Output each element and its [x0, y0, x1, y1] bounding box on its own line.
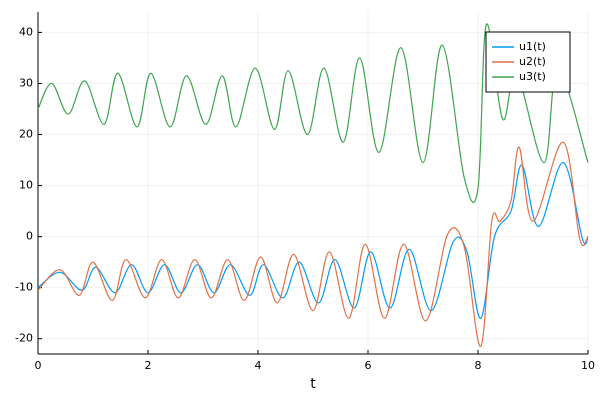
- y-tick-label: 30: [19, 76, 33, 89]
- x-tick-label: 2: [145, 359, 152, 372]
- x-tick-label: 4: [255, 359, 262, 372]
- x-tick-label: 0: [35, 359, 42, 372]
- y-tick-label: 10: [19, 179, 33, 192]
- y-tick-label: -20: [15, 332, 33, 345]
- x-axis-label: t: [310, 376, 316, 392]
- y-tick-label: 40: [19, 25, 33, 38]
- legend-label: u1(t): [519, 40, 546, 53]
- series-line: [37, 141, 589, 347]
- x-tick-label: 10: [581, 359, 595, 372]
- series-line: [37, 161, 589, 319]
- y-tick-label: 20: [19, 128, 33, 141]
- x-tick-label: 8: [475, 359, 482, 372]
- legend-label: u2(t): [519, 55, 546, 68]
- x-tick-label: 6: [365, 359, 372, 372]
- series-line: [37, 23, 589, 203]
- legend-label: u3(t): [519, 70, 546, 83]
- y-tick-label: 0: [26, 230, 33, 243]
- y-tick-label: -10: [15, 281, 33, 294]
